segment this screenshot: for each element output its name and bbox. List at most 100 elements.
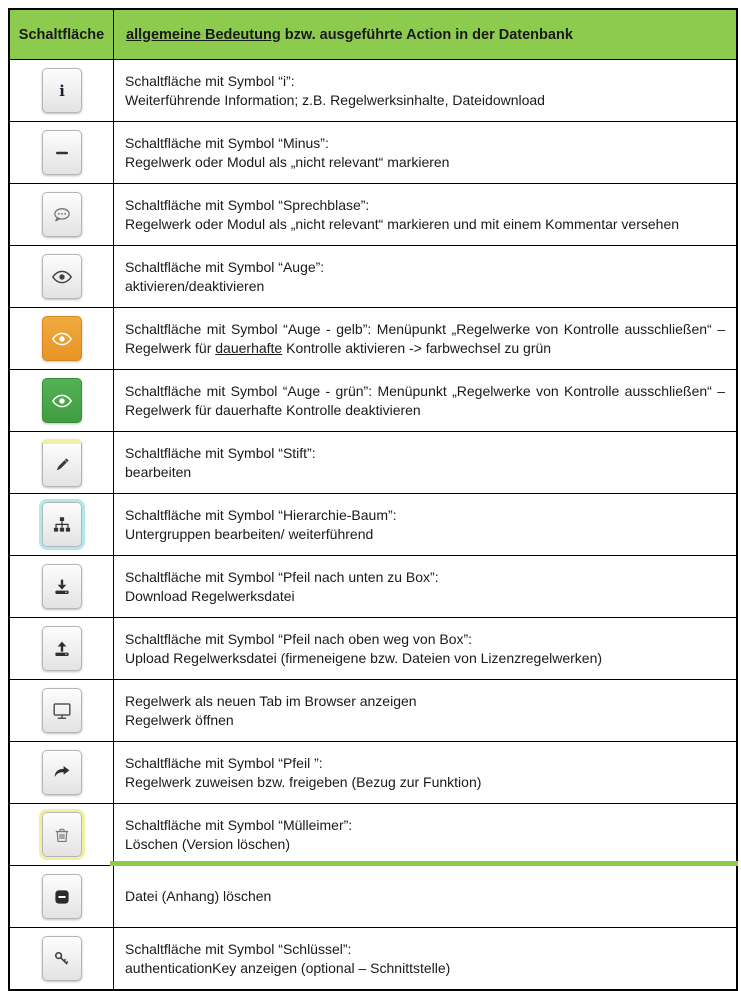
button-cell	[8, 555, 114, 618]
text: Datei (Anhang) löschen	[125, 888, 272, 904]
eye-yellow-button[interactable]	[41, 316, 82, 361]
button-legend-table: Schaltfläche allgemeine Bedeutung bzw. a…	[8, 8, 738, 991]
description-cell: Schaltfläche mit Symbol “Pfeil ”: Regelwe…	[113, 741, 738, 804]
page: { "colors": { "header_green": "#8dcb4f",…	[8, 8, 738, 991]
edit-button[interactable]	[41, 438, 82, 487]
text: aktivieren/deaktivieren	[125, 277, 265, 294]
key-icon	[54, 951, 68, 965]
text: bearbeiten	[125, 463, 192, 480]
table-row: Schaltfläche mit Symbol “Minus”: Regelwer…	[8, 121, 738, 184]
text: Untergruppen bearbeiten/ weiterführend	[125, 525, 374, 542]
description-cell: Schaltfläche mit Symbol “Hierarchie-Baum…	[113, 493, 738, 556]
button-cell	[8, 803, 114, 866]
eye-icon	[51, 394, 72, 407]
description-line: Schaltfläche mit Symbol “Pfeil ”:	[125, 754, 725, 773]
delete-version-button[interactable]	[38, 809, 85, 860]
description-line: Weiterführende Information; z.B. Regelwe…	[125, 91, 725, 110]
description-line: Schaltfläche mit Symbol “Pfeil nach oben…	[125, 630, 725, 649]
description-cell: Schaltfläche mit Symbol “Pfeil nach oben…	[113, 617, 738, 680]
description-cell: Schaltfläche mit Symbol “Auge”: aktiviere…	[113, 245, 738, 308]
table-row: Schaltfläche mit Symbol “Auge - grün”: M…	[8, 369, 738, 432]
hierarchy-button[interactable]	[38, 499, 85, 550]
description-line: Schaltfläche mit Symbol “Auge”:	[125, 258, 725, 277]
description-line: Datei (Anhang) löschen	[125, 887, 725, 906]
authentication-key-button[interactable]	[41, 936, 82, 981]
text: Regelwerk als neuen Tab im Browser anzei…	[125, 692, 417, 709]
download-to-box-icon	[54, 579, 69, 594]
comment-button[interactable]	[41, 192, 82, 237]
table-row: Schaltfläche mit Symbol “Schlüssel”: auth…	[8, 927, 738, 991]
eye-green-button[interactable]	[41, 378, 82, 423]
text: Schaltfläche mit Symbol “Hierarchie-Baum…	[125, 506, 397, 523]
eye-icon	[51, 332, 72, 345]
description-line: authenticationKey anzeigen (optional – S…	[125, 959, 725, 978]
description-cell: Regelwerk als neuen Tab im Browser anzei…	[113, 679, 738, 742]
description-cell: Schaltfläche mit Symbol “Auge - gelb”: M…	[113, 307, 738, 370]
table-row: Regelwerk als neuen Tab im Browser anzei…	[8, 679, 738, 742]
text: Schaltfläche mit Symbol “Stift”:	[125, 444, 316, 461]
underlined-text: dauerhafte	[215, 339, 283, 356]
next-table-header-sliver	[110, 861, 738, 866]
eye-icon	[51, 270, 72, 283]
text: Upload Regelwerksdatei (firmeneigene bzw…	[125, 649, 603, 666]
delete-attachment-button[interactable]	[41, 874, 82, 919]
upload-button[interactable]	[41, 626, 82, 671]
description-line: Schaltfläche mit Symbol “Mülleimer”:	[125, 816, 725, 835]
table-row: Schaltfläche mit Symbol “Hierarchie-Baum…	[8, 493, 738, 556]
minus-icon	[55, 151, 68, 154]
description-line: Regelwerk oder Modul als „nicht relevant…	[125, 215, 725, 234]
description-line: Schaltfläche mit Symbol “Auge - grün”: M…	[125, 382, 725, 420]
text: Regelwerk zuweisen bzw. freigeben (Bezug…	[125, 773, 482, 790]
table-row: Schaltfläche mit Symbol “Mülleimer”: Lösc…	[8, 803, 738, 866]
description-line: Löschen (Version löschen)	[125, 835, 725, 854]
info-button[interactable]: i	[41, 68, 82, 113]
text: Regelwerk oder Modul als „nicht relevant…	[125, 215, 680, 232]
description-line: Schaltfläche mit Symbol “Schlüssel”:	[125, 940, 725, 959]
description-line: Schaltfläche mit Symbol “Sprechblase”:	[125, 196, 725, 215]
description-cell: Schaltfläche mit Symbol “Sprechblase”: Re…	[113, 183, 738, 246]
text: Regelwerk öffnen	[125, 711, 234, 728]
text: bzw. ausgeführte Action in der Datenbank	[280, 26, 573, 43]
pencil-icon	[56, 457, 69, 470]
table-row: Schaltfläche mit Symbol “Auge”: aktiviere…	[8, 245, 738, 308]
text: Regelwerk oder Modul als „nicht relevant…	[125, 153, 450, 170]
column-header-schaltflaeche: Schaltfläche	[8, 8, 114, 60]
button-cell	[8, 307, 114, 370]
text: Schaltfläche mit Symbol “Mülleimer”:	[125, 816, 353, 833]
table-row: i Schaltfläche mit Symbol “i”: Weiterführe…	[8, 59, 738, 122]
open-in-browser-button[interactable]	[41, 688, 82, 733]
description-cell: Schaltfläche mit Symbol “Mülleimer”: Lösc…	[113, 803, 738, 866]
description-cell: Schaltfläche mit Symbol “i”: Weiterführen…	[113, 59, 738, 122]
description-cell: Schaltfläche mit Symbol “Schlüssel”: auth…	[113, 927, 738, 991]
button-cell	[8, 865, 114, 928]
button-cell	[8, 617, 114, 680]
description-line: Schaltfläche mit Symbol “Minus”:	[125, 134, 725, 153]
text: authenticationKey anzeigen (optional – S…	[125, 959, 451, 976]
description-cell: Schaltfläche mit Symbol “Auge - grün”: M…	[113, 369, 738, 432]
description-line: Schaltfläche mit Symbol “Stift”:	[125, 444, 725, 463]
description-line: Regelwerk öffnen	[125, 711, 725, 730]
table-body: i Schaltfläche mit Symbol “i”: Weiterführe…	[8, 59, 738, 991]
column-header-bedeutung: allgemeine Bedeutung bzw. ausgeführte Ac…	[113, 8, 738, 60]
assign-button[interactable]	[41, 750, 82, 795]
header-row: Schaltfläche allgemeine Bedeutung bzw. a…	[8, 8, 738, 60]
table-row: Schaltfläche mit Symbol “Pfeil nach oben…	[8, 617, 738, 680]
hierarchy-tree-icon	[53, 516, 70, 532]
download-button[interactable]	[41, 564, 82, 609]
description-line: Schaltfläche mit Symbol “i”:	[125, 72, 725, 91]
description-line: Regelwerk als neuen Tab im Browser anzei…	[125, 692, 725, 711]
table-row: Schaltfläche mit Symbol “Pfeil ”: Regelwe…	[8, 741, 738, 804]
description-line: bearbeiten	[125, 463, 725, 482]
button-cell	[8, 927, 114, 991]
button-cell: i	[8, 59, 114, 122]
button-cell	[8, 493, 114, 556]
table-row: Schaltfläche mit Symbol “Auge - gelb”: M…	[8, 307, 738, 370]
button-cell	[8, 679, 114, 742]
description-cell: Schaltfläche mit Symbol “Stift”: bearbeit…	[113, 431, 738, 494]
table-row: Schaltfläche mit Symbol “Stift”: bearbeit…	[8, 431, 738, 494]
eye-button[interactable]	[41, 254, 82, 299]
description-line: aktivieren/deaktivieren	[125, 277, 725, 296]
description-line: Download Regelwerksdatei	[125, 587, 725, 606]
button-cell	[8, 741, 114, 804]
minus-button[interactable]	[41, 130, 82, 175]
